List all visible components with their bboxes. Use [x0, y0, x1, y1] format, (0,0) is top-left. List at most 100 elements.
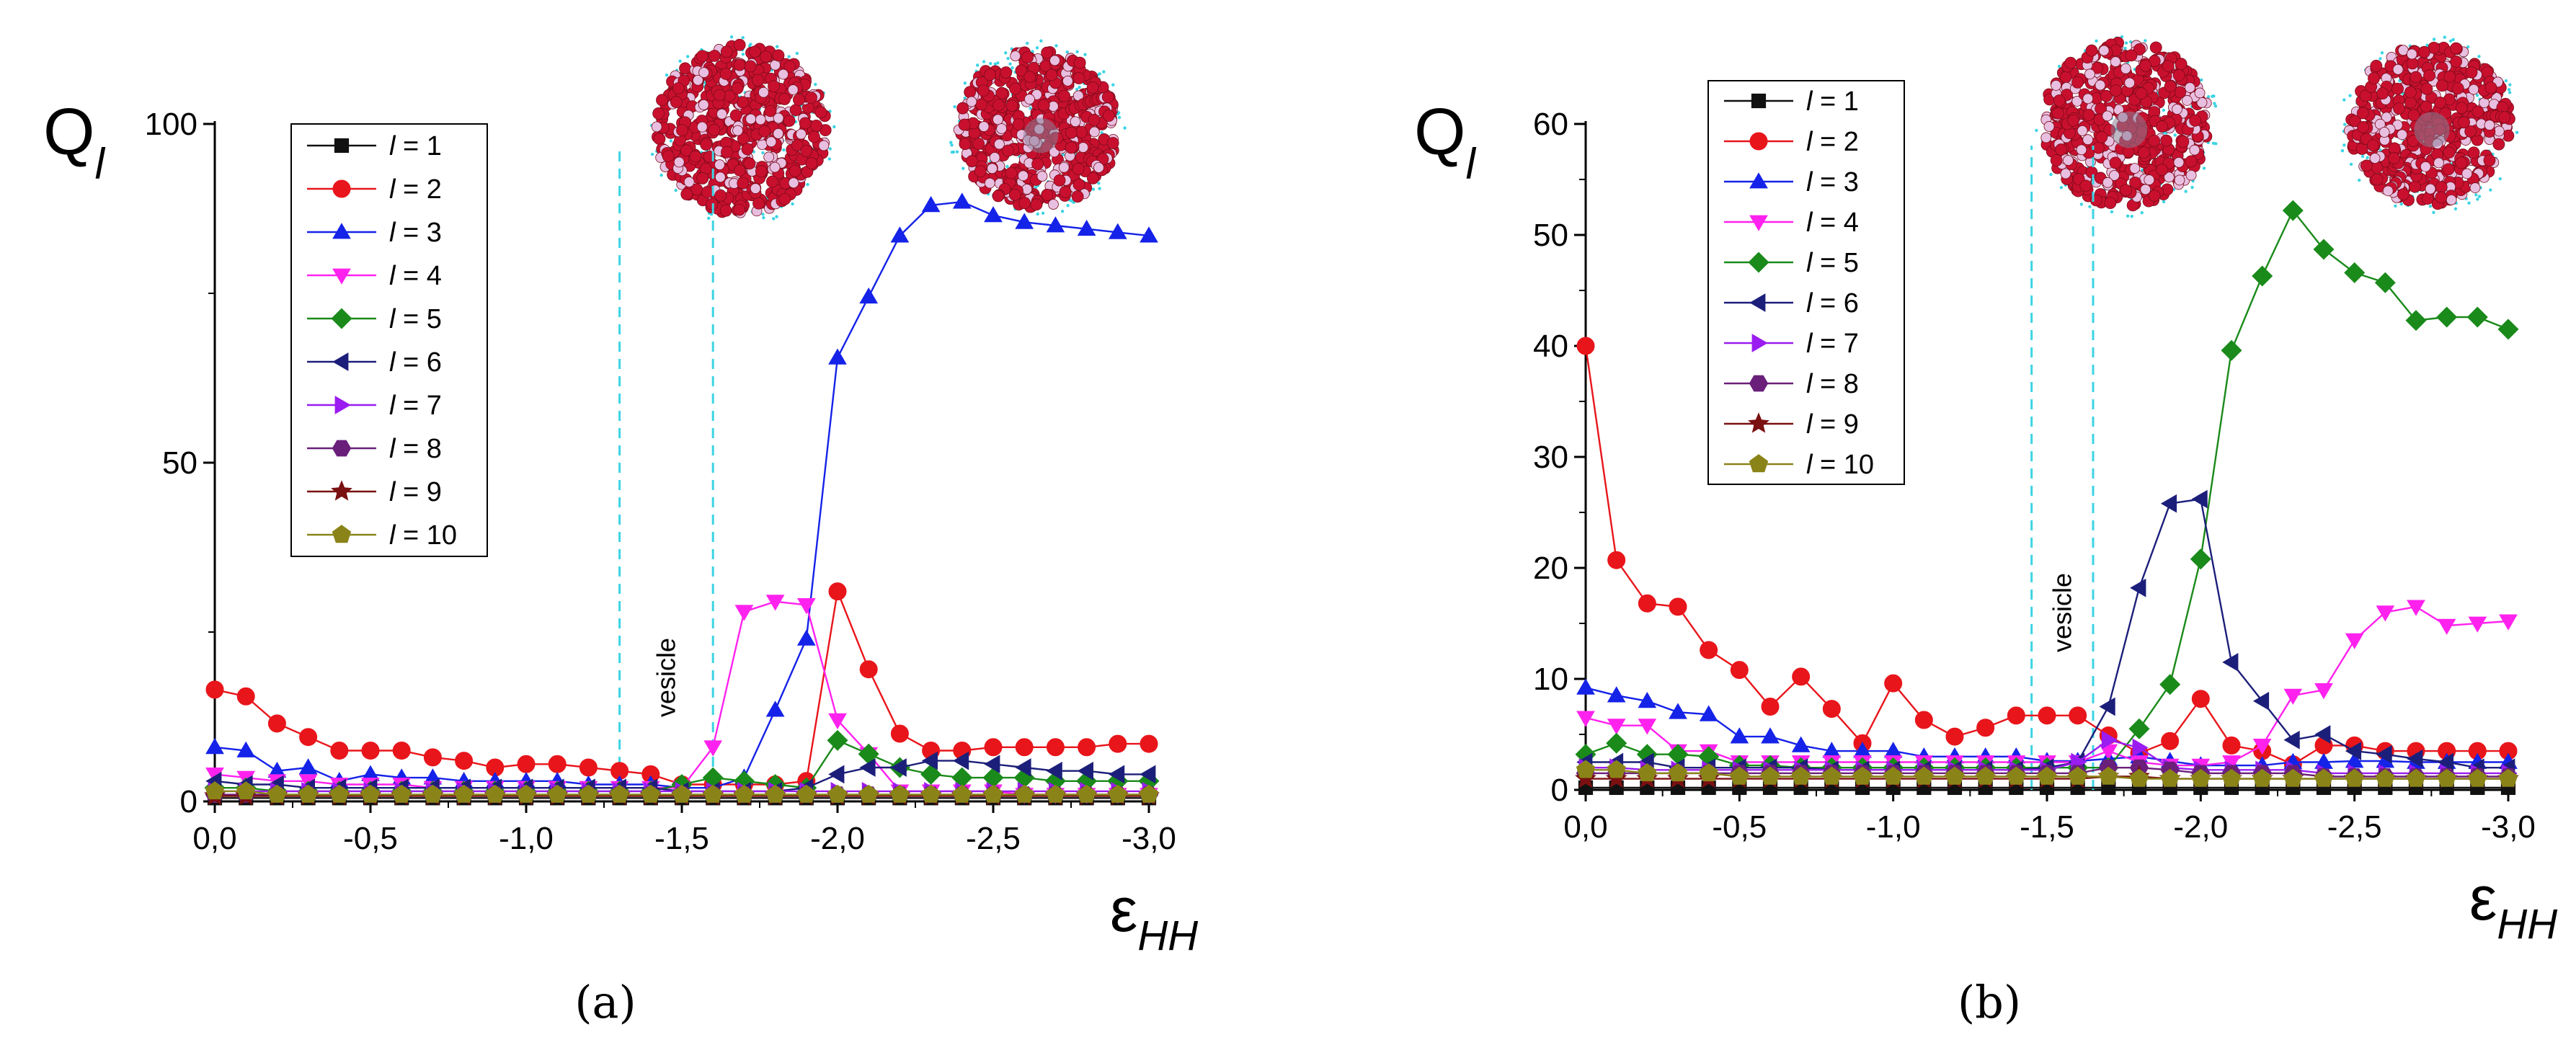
- y-axis-title-subscript: l: [1466, 140, 1477, 188]
- data-point: [2007, 766, 2026, 785]
- legend-label-variable: l: [389, 391, 396, 421]
- data-point: [983, 784, 1003, 803]
- data-point: [2437, 768, 2456, 787]
- data-point: [1822, 766, 1842, 785]
- cluster-bead: [732, 125, 743, 136]
- cluster-bead: [1058, 89, 1070, 102]
- cluster-bead: [2420, 161, 2431, 172]
- x-tick-label: -1,0: [1866, 809, 1921, 845]
- cluster-bead: [737, 132, 750, 145]
- cluster-bead: [1029, 107, 1032, 110]
- cluster-bead: [757, 139, 768, 150]
- data-point: [1884, 674, 1903, 693]
- cluster-bead: [1026, 41, 1029, 45]
- x-axis-title-subscript: HH: [1137, 912, 1198, 959]
- data-point: [2344, 262, 2366, 283]
- cluster-bead: [951, 150, 956, 154]
- cluster-bead: [713, 89, 726, 102]
- cluster-bead: [2450, 42, 2462, 55]
- cluster-bead: [2342, 98, 2346, 102]
- data-point: [2007, 706, 2025, 725]
- cluster-bead: [672, 82, 685, 94]
- cluster-bead: [2098, 45, 2110, 56]
- data-point: [2221, 339, 2242, 361]
- legend-item: l = 9: [1724, 409, 1859, 440]
- cluster-bead: [650, 152, 654, 156]
- data-point: [984, 738, 1003, 757]
- cluster-bead: [763, 151, 775, 163]
- data-point: [1015, 758, 1031, 777]
- cluster-bead: [720, 45, 733, 58]
- data-point: [2314, 768, 2334, 787]
- cluster-bead: [669, 139, 673, 143]
- cluster-bead: [2404, 86, 2417, 99]
- data-point: [1109, 765, 1125, 784]
- cluster-bead: [1072, 178, 1085, 191]
- cluster-bead: [2474, 193, 2478, 197]
- data-point: [2191, 768, 2211, 787]
- legend-marker: [1748, 412, 1769, 433]
- cluster-bead: [992, 190, 1005, 203]
- legend-item: l = 3: [307, 218, 442, 248]
- data-point: [2376, 744, 2392, 764]
- legend-marker: [1749, 132, 1768, 151]
- cluster-bead: [2085, 166, 2098, 179]
- cluster-bead: [2451, 37, 2455, 42]
- cluster-bead: [2421, 192, 2434, 205]
- cluster-bead: [2085, 44, 2098, 57]
- cluster-bead: [773, 112, 784, 124]
- cluster-bead: [2379, 57, 2382, 61]
- legend-label: l = 1: [1806, 86, 1859, 117]
- data-point: [610, 784, 629, 803]
- cluster-bead: [2040, 132, 2052, 143]
- cluster-bead: [1039, 39, 1043, 43]
- cluster-bead: [758, 86, 769, 98]
- cluster-bead: [761, 213, 765, 216]
- legend-label: l = 10: [389, 520, 457, 551]
- cluster-bead: [2125, 49, 2138, 62]
- legend-box: [1707, 80, 1905, 485]
- cluster-bead: [2082, 93, 2094, 104]
- data-point: [2283, 688, 2303, 705]
- data-point: [2466, 306, 2488, 328]
- cluster-bead: [2357, 121, 2370, 133]
- cluster-bead: [2466, 45, 2470, 49]
- data-point: [1015, 784, 1034, 803]
- data-point: [1914, 711, 1933, 729]
- legend-label-variable: l: [1806, 288, 1813, 319]
- cluster-bead: [778, 93, 791, 105]
- cluster-bead: [832, 125, 836, 129]
- data-point: [953, 751, 969, 770]
- legend-label: l = 4: [1806, 208, 1859, 238]
- cluster-bead: [2432, 37, 2436, 41]
- data-point: [1700, 641, 1718, 659]
- cluster-bead: [2484, 120, 2495, 130]
- data-point: [859, 660, 878, 679]
- cluster-bead: [2120, 63, 2131, 74]
- cluster-bead: [975, 63, 980, 67]
- cluster-bead: [1036, 212, 1039, 216]
- cluster-bead: [2367, 139, 2379, 152]
- cluster-bead: [953, 104, 956, 109]
- cluster-bead: [1054, 44, 1058, 48]
- cluster-render-2: [2340, 35, 2519, 215]
- cluster-bead: [2129, 177, 2141, 189]
- legend-marker: [1751, 334, 1768, 352]
- legend-label: l = 3: [1806, 167, 1859, 197]
- legend: l = 1l = 2l = 3l = 4l = 5l = 6l = 7l = 8…: [290, 123, 488, 557]
- x-axis-title-main: ε: [1110, 876, 1137, 945]
- cluster-bead: [2382, 185, 2394, 197]
- data-point: [1883, 742, 1903, 758]
- x-tick-label: -2,5: [966, 821, 1021, 856]
- data-point: [205, 738, 224, 755]
- legend-label-variable: l: [1806, 127, 1813, 157]
- cluster-bead: [2504, 79, 2508, 83]
- cluster-cavity: [2110, 111, 2148, 148]
- legend-marker: [332, 223, 351, 239]
- cluster-bead: [2435, 181, 2448, 194]
- cluster-bead: [2366, 156, 2369, 159]
- data-point: [2345, 633, 2364, 649]
- legend-item: l = 4: [307, 261, 442, 291]
- data-point: [2497, 319, 2519, 340]
- data-point: [1607, 719, 1626, 735]
